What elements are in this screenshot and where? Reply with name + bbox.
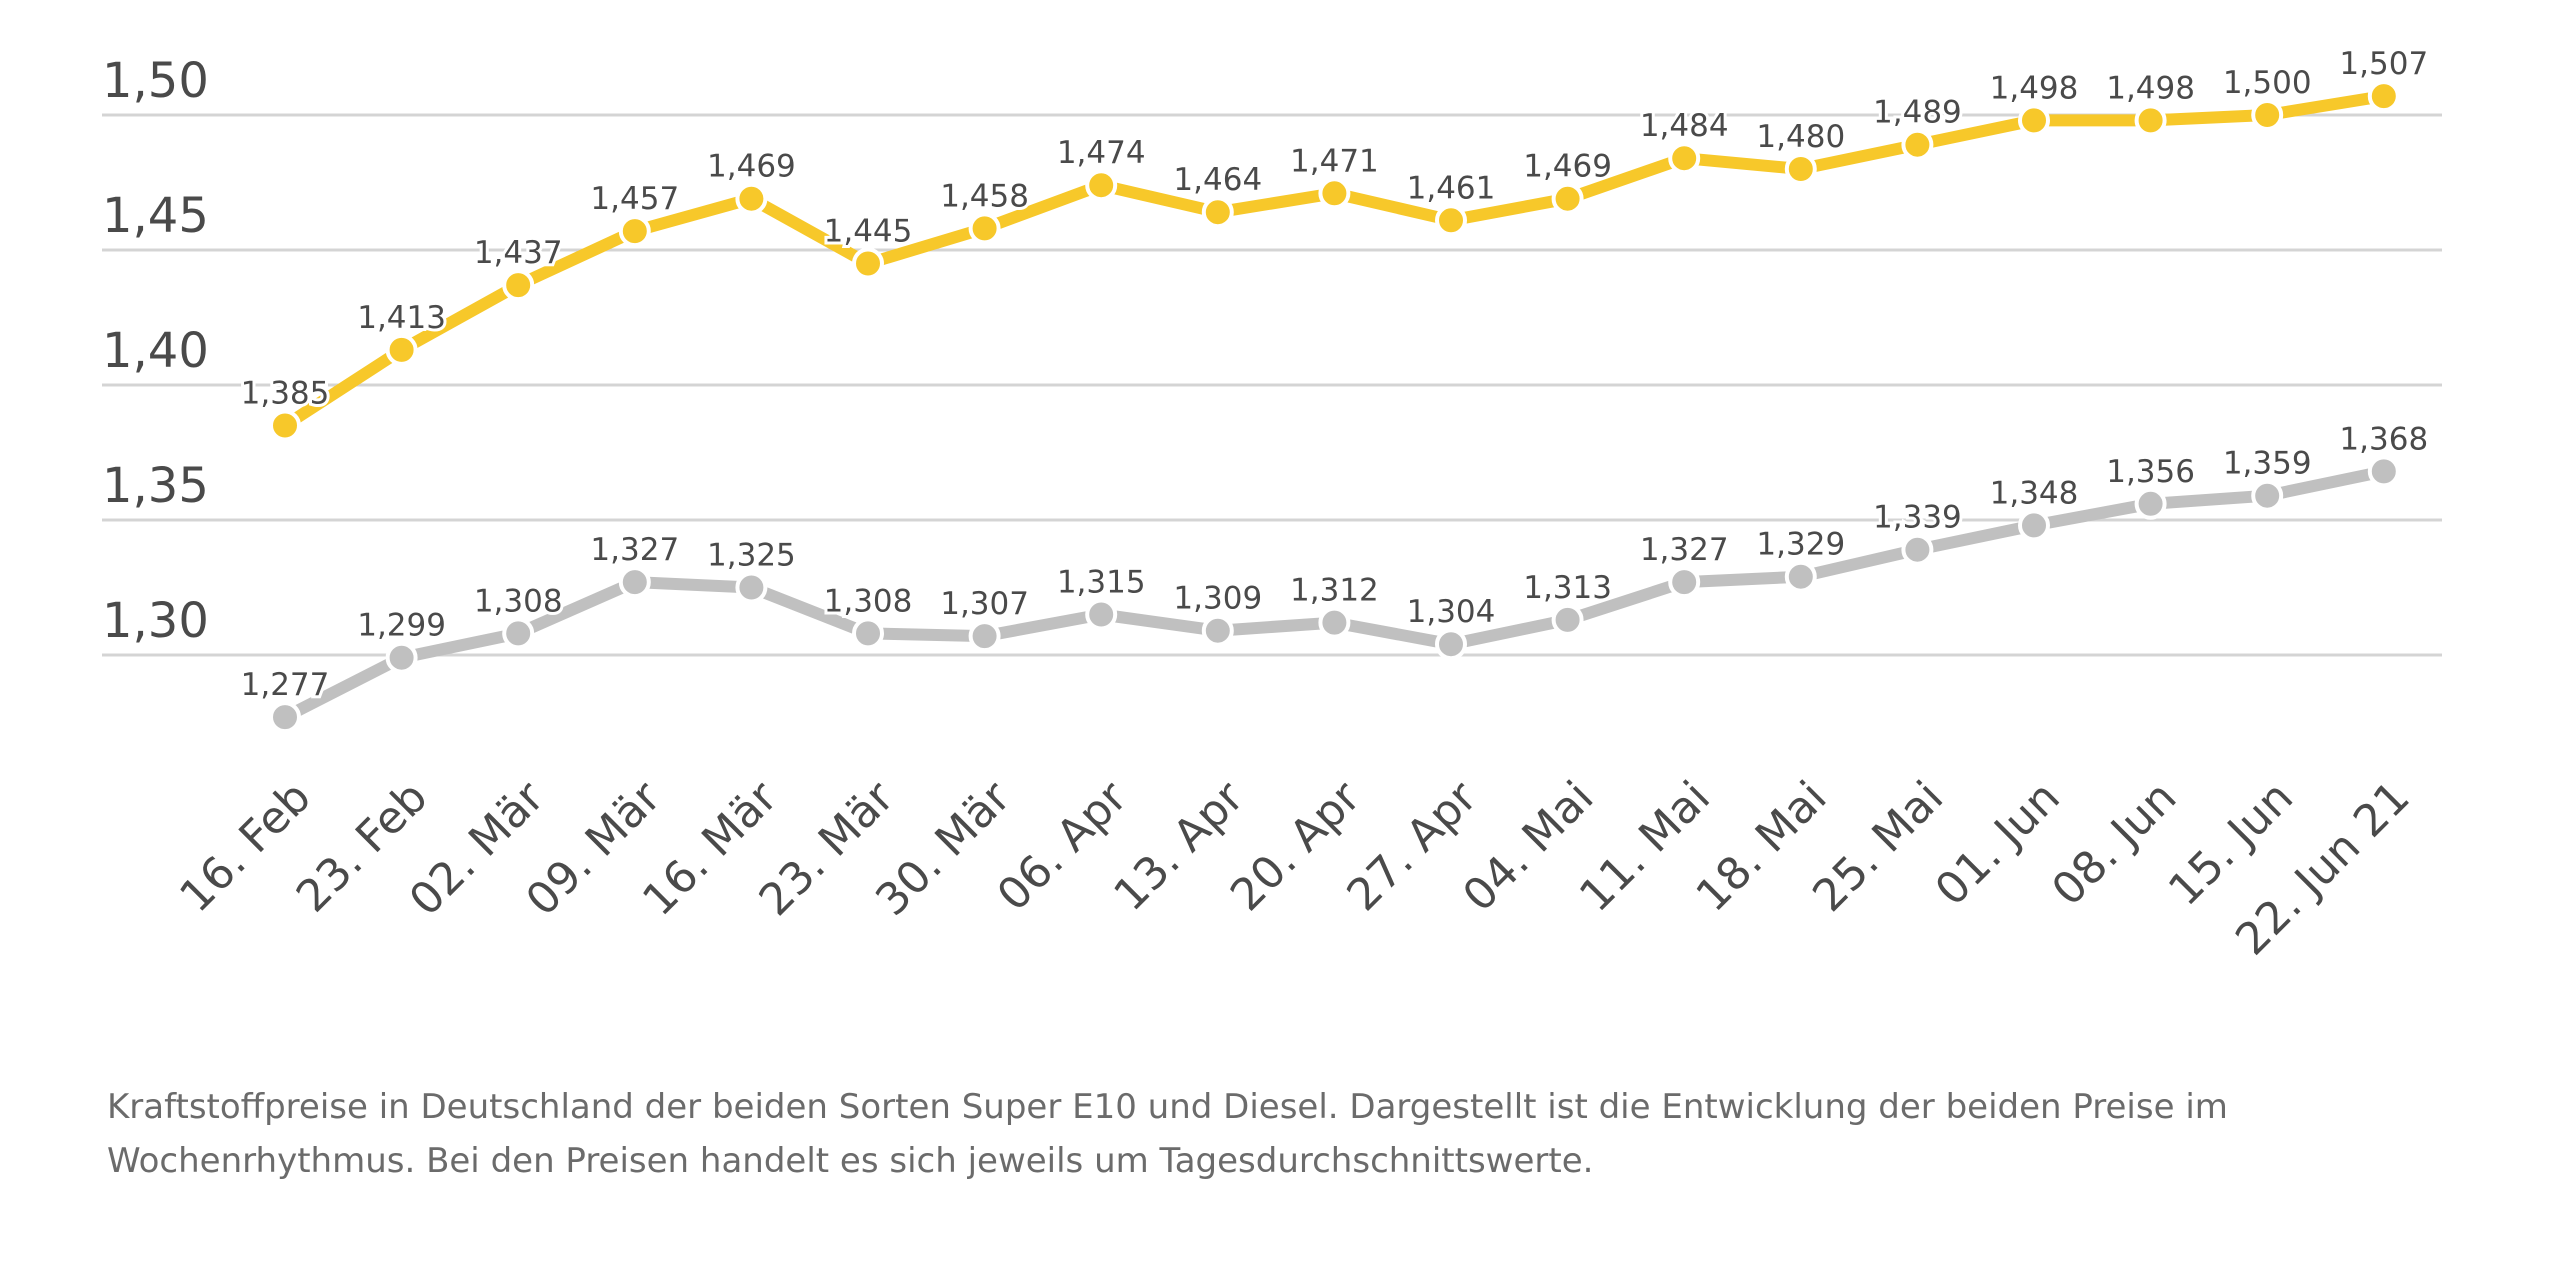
data-label: 1,309 (1173, 581, 1262, 617)
data-point (385, 641, 418, 674)
data-point (852, 617, 884, 650)
x-tick-label: 25. Mai (1803, 772, 1953, 922)
x-tick-label: 08. Jun (2042, 772, 2186, 916)
chart-caption: Kraftstoffpreise in Deutschland der beid… (107, 1087, 2228, 1181)
data-label: 1,489 (1873, 95, 1962, 131)
x-tick-label: 16. Feb (170, 772, 321, 923)
data-point (1201, 614, 1234, 647)
data-point (852, 247, 884, 280)
x-tick-label: 04. Mai (1453, 772, 1603, 922)
data-label: 1,480 (1756, 119, 1845, 155)
data-label: 1,308 (474, 583, 563, 619)
data-point (1318, 177, 1351, 210)
data-point (385, 333, 418, 366)
data-label: 1,307 (940, 586, 1029, 622)
data-label: 1,445 (824, 214, 913, 250)
data-point (2134, 487, 2167, 520)
y-tick-label: 1,45 (102, 188, 209, 244)
data-label: 1,304 (1407, 594, 1496, 630)
y-tick-label: 1,50 (102, 53, 209, 109)
data-point (968, 212, 1001, 245)
data-point (502, 617, 535, 650)
x-tick-label: 01. Jun (1926, 772, 2070, 916)
data-label: 1,312 (1290, 573, 1379, 609)
data-point (1435, 204, 1467, 237)
data-point (1435, 628, 1467, 661)
data-label: 1,327 (1640, 532, 1729, 568)
data-point (1085, 169, 1118, 202)
data-label: 1,368 (2339, 421, 2428, 457)
data-point (2367, 80, 2400, 113)
data-label: 1,474 (1057, 135, 1146, 171)
data-point (1318, 606, 1351, 639)
data-point (502, 269, 535, 302)
x-tick-label: 06. Apr (988, 771, 1138, 921)
data-point (1201, 196, 1234, 229)
data-label: 1,469 (1523, 149, 1612, 185)
data-label: 1,498 (1990, 70, 2079, 106)
data-label: 1,327 (590, 532, 679, 568)
data-label: 1,348 (1990, 475, 2079, 511)
data-label: 1,299 (357, 608, 446, 644)
data-label: 1,413 (357, 300, 446, 336)
data-point (2018, 509, 2050, 542)
x-tick-label: 18. Mai (1687, 772, 1837, 922)
data-point (968, 620, 1001, 653)
data-label: 1,329 (1756, 527, 1845, 563)
data-point (1085, 598, 1118, 631)
data-point (1901, 128, 1934, 161)
y-tick-label: 1,35 (102, 458, 209, 514)
data-point (2134, 104, 2167, 137)
data-label: 1,437 (474, 235, 563, 271)
data-point (2018, 104, 2050, 137)
data-label: 1,339 (1873, 500, 1962, 536)
x-tick-label: 13. Apr (1104, 771, 1254, 921)
data-point (2367, 455, 2400, 488)
data-point (1784, 153, 1817, 185)
data-label: 1,507 (2339, 46, 2428, 82)
data-label: 1,471 (1290, 143, 1379, 179)
data-label: 1,484 (1640, 108, 1729, 144)
data-label: 1,325 (707, 538, 796, 574)
data-point (2251, 479, 2284, 512)
data-point (1551, 603, 1584, 636)
data-label: 1,356 (2106, 454, 2195, 490)
data-label: 1,385 (241, 376, 330, 412)
data-point (269, 701, 301, 734)
data-label: 1,313 (1523, 570, 1612, 606)
data-label: 1,464 (1173, 162, 1262, 198)
data-label: 1,308 (824, 583, 913, 619)
data-point (1668, 566, 1701, 599)
data-point (618, 566, 651, 599)
y-tick-label: 1,30 (102, 593, 209, 649)
data-label: 1,315 (1057, 565, 1146, 601)
x-tick-label: 20. Apr (1221, 771, 1371, 921)
data-label: 1,498 (2106, 70, 2195, 106)
data-point (269, 409, 301, 442)
y-tick-label: 1,40 (102, 323, 209, 379)
data-label: 1,359 (2223, 446, 2312, 482)
line-chart: 1,30 1,35 1,40 1,45 1,50 1,385 1,413 1,437 1,457… (102, 46, 2442, 966)
data-label: 1,457 (590, 181, 679, 217)
data-point (618, 215, 651, 248)
data-point (1784, 560, 1817, 593)
data-label: 1,461 (1407, 170, 1496, 206)
data-point (1668, 142, 1701, 175)
data-label: 1,458 (940, 178, 1029, 214)
data-label: 1,469 (707, 149, 796, 185)
data-label: 1,277 (241, 667, 330, 703)
x-tick-label: 11. Mai (1570, 772, 1720, 922)
data-point (735, 182, 768, 215)
data-label: 1,500 (2223, 65, 2312, 101)
data-point (2251, 99, 2284, 131)
data-point (1551, 182, 1584, 215)
data-point (1901, 533, 1934, 566)
data-point (735, 571, 768, 604)
